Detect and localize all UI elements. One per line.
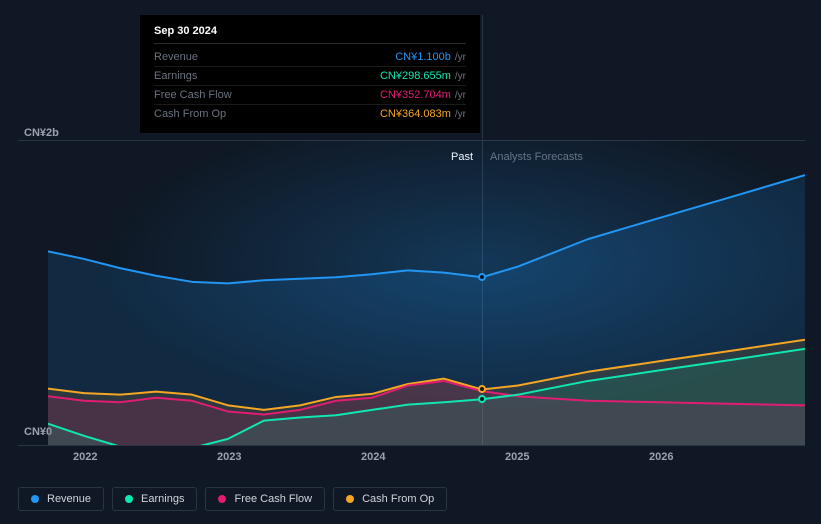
tooltip-row-label: Cash From Op bbox=[154, 108, 226, 120]
tooltip-row-value: CN¥298.655m bbox=[380, 70, 451, 82]
legend-label: Revenue bbox=[47, 493, 91, 505]
x-axis-label: 2024 bbox=[361, 451, 385, 463]
tooltip-row: Earnings CN¥298.655m/yr bbox=[154, 67, 466, 86]
legend-item[interactable]: Revenue bbox=[18, 487, 104, 511]
legend-item[interactable]: Earnings bbox=[112, 487, 197, 511]
legend-label: Earnings bbox=[141, 493, 184, 505]
x-axis-label: 2023 bbox=[217, 451, 241, 463]
x-axis-label: 2022 bbox=[73, 451, 97, 463]
x-axis-label: 2025 bbox=[505, 451, 529, 463]
tooltip-row: Revenue CN¥1.100b/yr bbox=[154, 48, 466, 67]
gridline-bottom bbox=[18, 445, 805, 446]
legend-dot-icon bbox=[31, 495, 39, 503]
tooltip-row-label: Earnings bbox=[154, 70, 197, 82]
legend-dot-icon bbox=[125, 495, 133, 503]
chart-svg bbox=[48, 140, 805, 445]
tooltip-row-value: CN¥1.100b bbox=[395, 51, 451, 63]
chart-marker bbox=[478, 385, 486, 393]
tooltip-row-label: Revenue bbox=[154, 51, 198, 63]
chart-marker bbox=[478, 395, 486, 403]
chart-tooltip: Sep 30 2024 Revenue CN¥1.100b/yr Earnings C… bbox=[140, 15, 480, 133]
legend: Revenue Earnings Free Cash Flow Cash From O… bbox=[18, 487, 447, 511]
tooltip-row-label: Free Cash Flow bbox=[154, 89, 232, 101]
tooltip-row: Free Cash Flow CN¥352.704m/yr bbox=[154, 86, 466, 105]
tooltip-row-value: CN¥364.083m bbox=[380, 108, 451, 120]
tooltip-date: Sep 30 2024 bbox=[154, 25, 466, 44]
tooltip-row-suffix: /yr bbox=[455, 109, 466, 120]
legend-item[interactable]: Cash From Op bbox=[333, 487, 447, 511]
y-axis-top-label: CN¥2b bbox=[24, 127, 59, 139]
tooltip-row-suffix: /yr bbox=[455, 52, 466, 63]
tooltip-row: Cash From Op CN¥364.083m/yr bbox=[154, 105, 466, 123]
legend-label: Cash From Op bbox=[362, 493, 434, 505]
legend-item[interactable]: Free Cash Flow bbox=[205, 487, 325, 511]
legend-dot-icon bbox=[218, 495, 226, 503]
legend-dot-icon bbox=[346, 495, 354, 503]
tooltip-row-suffix: /yr bbox=[455, 90, 466, 101]
legend-label: Free Cash Flow bbox=[234, 493, 312, 505]
x-axis-label: 2026 bbox=[649, 451, 673, 463]
tooltip-row-suffix: /yr bbox=[455, 71, 466, 82]
chart-marker bbox=[478, 273, 486, 281]
tooltip-row-value: CN¥352.704m bbox=[380, 89, 451, 101]
